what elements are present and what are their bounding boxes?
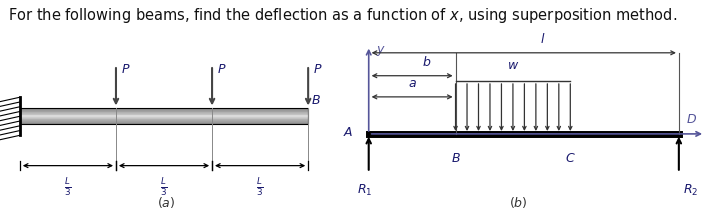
Bar (20, 111, 308, 112)
Bar (20, 108, 308, 124)
Text: $C$: $C$ (565, 152, 576, 164)
Bar (20, 119, 308, 120)
Text: $(b)$: $(b)$ (509, 195, 527, 210)
Bar (20, 113, 308, 114)
Bar (20, 108, 308, 109)
Text: $P$: $P$ (217, 63, 226, 76)
Bar (20, 109, 308, 110)
Text: $\frac{L}{3}$: $\frac{L}{3}$ (257, 176, 264, 198)
Text: $\frac{L}{3}$: $\frac{L}{3}$ (64, 176, 72, 198)
Bar (20, 114, 308, 115)
Bar (20, 115, 308, 116)
Text: $A$: $A$ (343, 126, 354, 139)
Bar (20, 118, 308, 119)
Bar (20, 116, 308, 117)
Text: $B$: $B$ (312, 94, 321, 107)
Text: $l$: $l$ (540, 32, 545, 46)
Bar (20, 112, 308, 113)
Bar (20, 123, 308, 124)
Text: $\frac{L}{3}$: $\frac{L}{3}$ (160, 176, 168, 198)
Text: $w$: $w$ (507, 59, 519, 72)
Text: $D$: $D$ (687, 113, 697, 126)
Bar (20, 122, 308, 123)
Bar (20, 110, 308, 111)
Text: $(a)$: $(a)$ (157, 195, 175, 210)
Bar (20, 117, 308, 118)
Text: $P$: $P$ (121, 63, 130, 76)
Text: For the following beams, find the deflection as a function of $x$, using superpo: For the following beams, find the deflec… (8, 6, 678, 25)
Text: $b$: $b$ (422, 55, 431, 69)
Bar (20, 120, 308, 121)
Text: $B$: $B$ (450, 152, 460, 164)
Text: $y$: $y$ (376, 44, 386, 58)
Text: $R_1$: $R_1$ (357, 183, 373, 198)
Bar (20, 121, 308, 122)
Text: $R_2$: $R_2$ (682, 183, 698, 198)
Text: $a$: $a$ (407, 77, 417, 90)
Text: $P$: $P$ (313, 63, 323, 76)
